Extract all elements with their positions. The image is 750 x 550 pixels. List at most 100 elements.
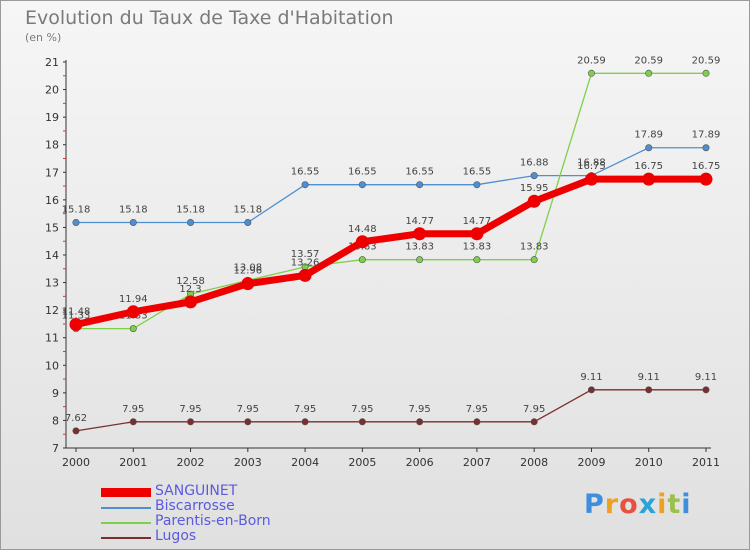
data-label: 17.89 [634, 130, 663, 141]
data-point [702, 69, 710, 77]
y-tick-label: 14 [45, 249, 59, 262]
data-label: 11.94 [119, 294, 148, 305]
data-label: 16.75 [634, 161, 663, 172]
data-point [702, 144, 710, 152]
y-tick-label: 16 [45, 194, 59, 207]
legend-label: SANGUINET [155, 483, 238, 499]
data-point [355, 235, 369, 249]
data-label: 15.18 [119, 204, 148, 215]
data-point [642, 172, 656, 186]
series-line-lugos [75, 389, 706, 432]
data-label: 14.48 [348, 224, 377, 235]
line-chart: 7 8 9 10 11 12 13 14 15 16 17 18 19 20 21 2000 2001 2002 2… [45, 55, 721, 469]
data-label: 13.26 [291, 257, 320, 268]
data-point [416, 256, 424, 264]
data-point [72, 218, 80, 226]
series-line-parentis-en-born [76, 72, 706, 330]
data-point [129, 218, 137, 226]
chart-title: Evolution du Taux de Taxe d'Habitation [25, 7, 394, 29]
data-label: 7.62 [65, 413, 87, 424]
data-label: 7.95 [122, 404, 144, 415]
data-label: 14.77 [405, 216, 434, 227]
x-tick-label: 2002 [177, 456, 205, 469]
data-label: 17.89 [692, 130, 721, 141]
data-point [587, 386, 595, 394]
data-label: 20.59 [692, 55, 721, 66]
x-tick-label: 2011 [692, 456, 720, 469]
data-label: 13.57 [291, 249, 320, 260]
data-label: 12.58 [176, 276, 205, 287]
data-label: 16.75 [692, 161, 721, 172]
legend-swatch [101, 507, 151, 509]
data-label: 7.95 [179, 404, 201, 415]
data-point [530, 418, 538, 426]
data-label: 13.08 [233, 262, 262, 273]
logo-letter: i [681, 489, 692, 520]
y-tick-label: 11 [45, 332, 59, 345]
data-point [473, 256, 481, 264]
data-point [702, 386, 710, 394]
y-tick-label: 21 [45, 56, 59, 69]
x-tick-label: 2000 [62, 456, 90, 469]
legend-swatch [101, 522, 151, 524]
data-label: 13.83 [463, 242, 492, 253]
data-label: 11.48 [62, 306, 91, 317]
data-point [72, 427, 80, 435]
x-tick-label: 2006 [406, 456, 434, 469]
data-label: 15.18 [176, 204, 205, 215]
x-tick-label: 2010 [635, 456, 663, 469]
data-point [587, 69, 595, 77]
x-tick-label: 2009 [577, 456, 605, 469]
data-point [129, 325, 137, 333]
data-point [470, 227, 484, 241]
x-tick-label: 2003 [234, 456, 262, 469]
data-label: 7.95 [351, 404, 373, 415]
x-tick-label: 2008 [520, 456, 548, 469]
data-point [298, 268, 312, 282]
data-label: 7.95 [523, 404, 545, 415]
data-point [473, 418, 481, 426]
y-tick-label: 18 [45, 139, 59, 152]
data-point [530, 256, 538, 264]
legend-label: Parentis-en-Born [155, 513, 271, 529]
x-tick-label: 2007 [463, 456, 491, 469]
y-tick-label: 8 [52, 414, 59, 427]
data-point [413, 227, 427, 241]
y-tick-label: 12 [45, 304, 59, 317]
data-point [184, 295, 198, 309]
data-point [129, 418, 137, 426]
data-label: 16.55 [348, 167, 377, 178]
series-line-sanguinet [75, 175, 706, 328]
logo-letter: P [584, 489, 605, 520]
data-point [126, 305, 140, 319]
y-tick-label: 19 [45, 111, 59, 124]
data-point [187, 418, 195, 426]
data-label: 12.96 [233, 266, 262, 277]
data-point [358, 418, 366, 426]
data-label: 12.3 [179, 284, 201, 295]
data-label: 16.55 [463, 167, 492, 178]
y-tick-label: 10 [45, 359, 59, 372]
data-label: 20.59 [634, 55, 663, 66]
logo-letter: r [604, 489, 620, 520]
data-point [699, 172, 713, 186]
data-point [301, 418, 309, 426]
data-point [69, 317, 83, 331]
data-label: 7.95 [237, 404, 259, 415]
data-point [187, 218, 195, 226]
y-tick-label: 7 [52, 442, 59, 455]
data-label: 16.88 [577, 158, 606, 169]
data-point [416, 181, 424, 189]
data-point [584, 172, 598, 186]
data-point [241, 277, 255, 291]
y-tick-label: 15 [45, 221, 59, 234]
x-tick-label: 2001 [119, 456, 147, 469]
legend-label: Biscarrosse [155, 498, 235, 514]
proxiti-logo: Proxiti [584, 489, 692, 520]
data-label: 15.18 [233, 204, 262, 215]
data-point [244, 218, 252, 226]
legend-swatch [101, 488, 151, 497]
y-tick-label: 9 [52, 387, 59, 400]
data-label: 11.33 [62, 311, 91, 322]
